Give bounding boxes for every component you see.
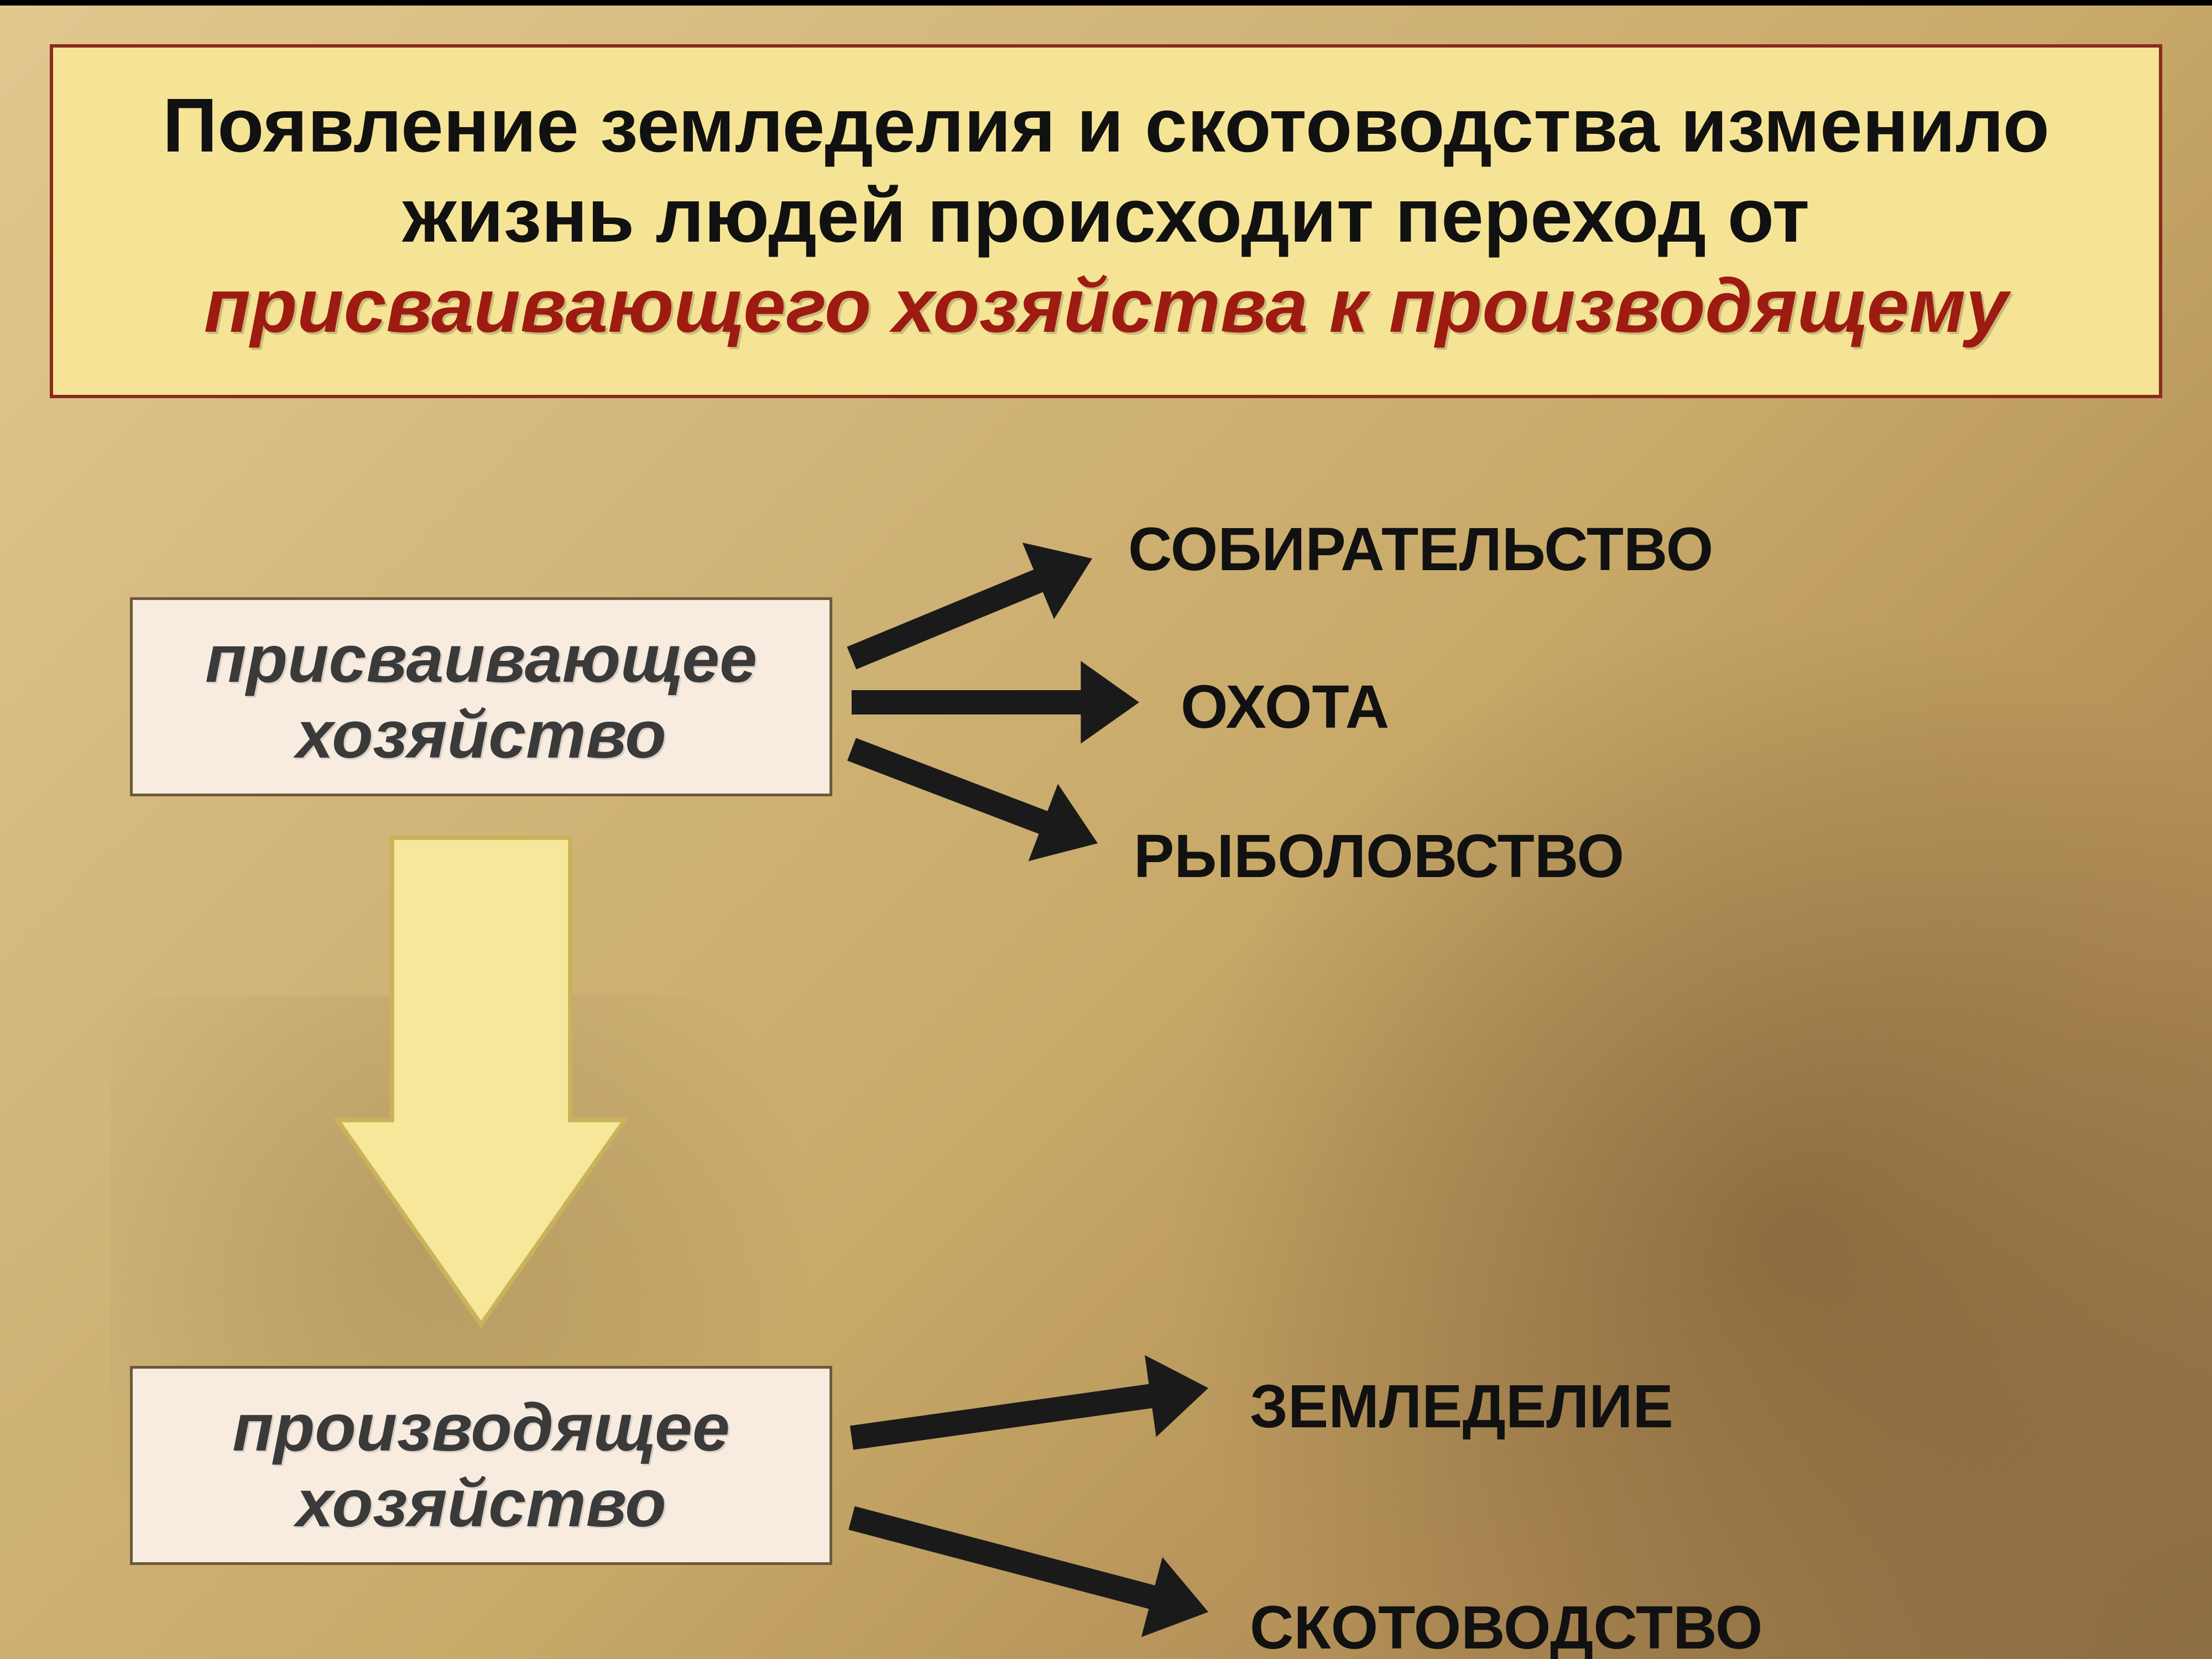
node-line: присваивающее [205,621,757,696]
node-producing-economy: производящее хозяйство [130,1366,832,1565]
node-line: хозяйство [296,1465,666,1541]
node-appropriating-economy: присваивающее хозяйство [130,597,832,796]
title-emphasis-text: присваивающего хозяйства к производящему [204,263,2008,348]
node-line: производящее [232,1390,730,1465]
title-box: Появление земледелия и скотоводства изме… [50,44,2162,398]
background-shade [1161,608,2212,1659]
slide: Появление земледелия и скотоводства изме… [0,0,2212,1659]
down-chevron-arrow [337,838,625,1324]
leaf-gathering: СОБИРАТЕЛЬСТВО [1128,514,1713,585]
title-plain-text: Появление земледелия и скотоводства изме… [163,83,2049,258]
leaf-hunting: ОХОТА [1181,672,1389,742]
node-line: хозяйство [296,697,666,772]
leaf-farming: ЗЕМЛЕДЕЛИЕ [1250,1371,1673,1442]
leaf-fishing: РЫБОЛОВСТВО [1134,821,1624,891]
leaf-herding: СКОТОВОДСТВО [1250,1593,1762,1659]
